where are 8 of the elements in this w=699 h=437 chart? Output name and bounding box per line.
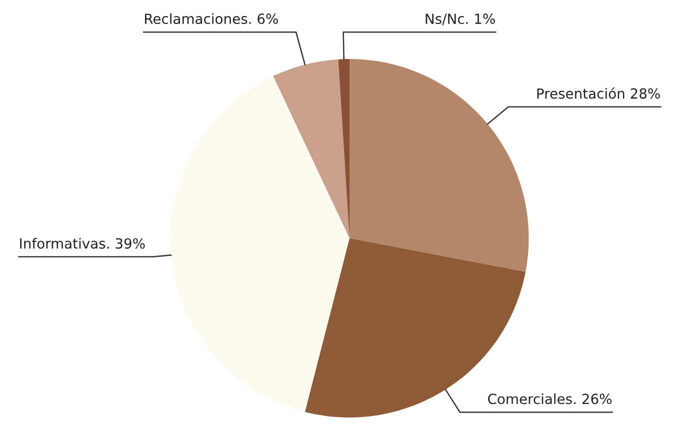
slice-label: Ns/Nc. 1% xyxy=(426,14,495,26)
slice-label: Comerciales. 26% xyxy=(488,393,612,404)
pie-slice xyxy=(350,58,529,272)
pie-slice xyxy=(273,59,350,238)
slice-label: Informativas. 39% xyxy=(20,238,145,249)
pie-slice xyxy=(170,76,350,412)
slice-label: Reclamaciones. 6% xyxy=(145,13,278,24)
slice-label: Presentación 28% xyxy=(537,87,660,99)
